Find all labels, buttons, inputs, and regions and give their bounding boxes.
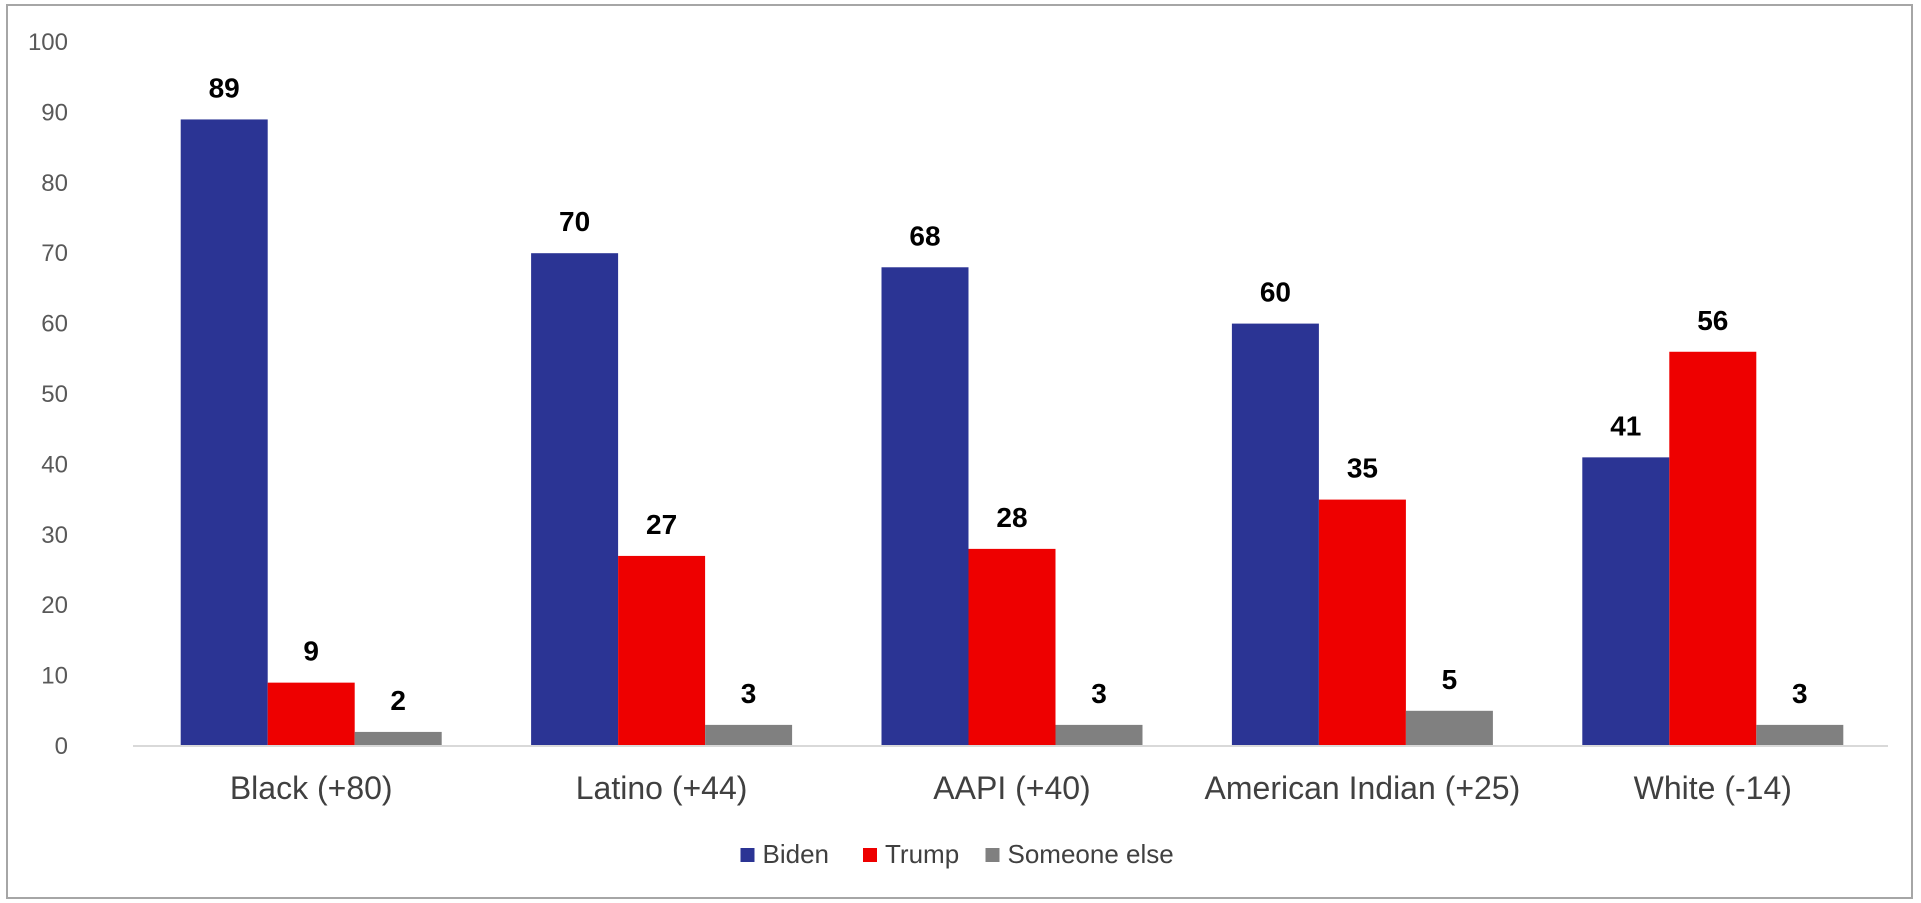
- y-tick-label: 80: [41, 170, 68, 197]
- bar-biden: [180, 119, 268, 746]
- data-label: 89: [209, 72, 240, 103]
- y-tick-label: 0: [55, 733, 68, 760]
- bar-chart: 0 10 20 30 40 50 60 70 80 90 100 89 9 2 70 27 3 68 28 3 60 3…: [28, 29, 1888, 869]
- data-label: 41: [1610, 410, 1641, 441]
- data-label: 28: [996, 502, 1027, 533]
- bar-trump: [968, 548, 1056, 746]
- bar-someone-else: [1055, 724, 1143, 746]
- bar-trump: [267, 682, 355, 746]
- data-label: 70: [559, 206, 590, 237]
- y-tick-label: 50: [41, 381, 68, 408]
- bars-group: 89 9 2 70 27 3 68 28 3 60 35 5 41 56 3: [180, 72, 1844, 746]
- chart-frame: 0 10 20 30 40 50 60 70 80 90 100 89 9 2 70 27 3 68 28 3 60 3…: [6, 4, 1913, 899]
- bar-someone-else: [1405, 710, 1493, 746]
- x-category-label: Black (+80): [230, 770, 393, 806]
- bar-someone-else: [354, 731, 442, 746]
- x-category-label: AAPI (+40): [933, 770, 1090, 806]
- bar-trump: [618, 555, 706, 746]
- bar-trump: [1318, 499, 1406, 746]
- data-label: 5: [1442, 664, 1458, 695]
- bar-someone-else: [705, 724, 793, 746]
- y-tick-label: 40: [41, 451, 68, 478]
- y-axis: 0 10 20 30 40 50 60 70 80 90 100: [28, 29, 68, 760]
- y-tick-label: 20: [41, 592, 68, 619]
- data-label: 56: [1697, 305, 1728, 336]
- y-tick-label: 70: [41, 240, 68, 267]
- legend: Biden Trump Someone else: [740, 839, 1174, 869]
- legend-label: Someone else: [1008, 839, 1174, 869]
- data-label: 3: [1792, 678, 1808, 709]
- x-category-label: Latino (+44): [576, 770, 748, 806]
- y-tick-label: 90: [41, 99, 68, 126]
- data-label: 27: [646, 509, 677, 540]
- bar-trump: [1669, 351, 1757, 746]
- legend-label: Biden: [763, 839, 830, 869]
- bar-biden: [531, 253, 619, 746]
- data-label: 35: [1347, 453, 1378, 484]
- x-category-label: American Indian (+25): [1205, 770, 1521, 806]
- bar-someone-else: [1756, 724, 1844, 746]
- bar-biden: [881, 267, 969, 746]
- y-tick-label: 60: [41, 311, 68, 338]
- legend-swatch: [863, 848, 877, 862]
- legend-label: Trump: [885, 839, 959, 869]
- data-label: 3: [1091, 678, 1107, 709]
- data-label: 2: [390, 685, 406, 716]
- y-tick-label: 10: [41, 663, 68, 690]
- bar-biden: [1231, 323, 1319, 746]
- legend-swatch: [985, 848, 1000, 862]
- data-label: 3: [741, 678, 757, 709]
- legend-swatch: [740, 848, 755, 862]
- x-category-label: White (-14): [1634, 770, 1792, 806]
- x-axis-labels: Black (+80) Latino (+44) AAPI (+40) America…: [230, 770, 1792, 806]
- data-label: 9: [303, 636, 319, 667]
- data-label: 68: [909, 220, 940, 251]
- y-tick-label: 100: [28, 29, 68, 56]
- y-tick-label: 30: [41, 522, 68, 549]
- bar-biden: [1582, 457, 1670, 746]
- data-label: 60: [1260, 277, 1291, 308]
